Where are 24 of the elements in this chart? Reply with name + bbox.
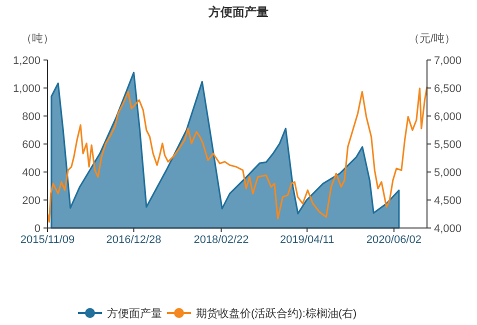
y2-tick-label: 6,500 [434, 83, 462, 95]
y-tick-label: 800 [22, 111, 40, 123]
y2-tick-label: 5,000 [434, 167, 462, 179]
x-tick-label: 2020/06/02 [366, 234, 422, 246]
x-tick-label: 2018/02/22 [194, 234, 249, 246]
x-tick-label: 2019/04/11 [280, 234, 334, 246]
chart-title: 方便面产量 [208, 5, 268, 19]
y2-tick-label: 7,000 [434, 55, 462, 67]
y-tick-label: 400 [22, 167, 40, 179]
legend-label: 方便面产量 [107, 307, 162, 320]
y-tick-label: 1,200 [12, 55, 40, 67]
y2-tick-label: 4,500 [434, 195, 462, 207]
legend-label: 期货收盘价(活跃合约):棕榈油(右) [196, 307, 357, 320]
y2-axis-title: （元/吨） [408, 32, 456, 45]
y-tick-label: 1,000 [12, 83, 40, 95]
y-axis-title: （吨） [21, 32, 54, 45]
y2-tick-label: 4,000 [434, 223, 462, 235]
y-tick-label: 600 [22, 139, 40, 151]
y-tick-label: 0 [34, 223, 40, 235]
y2-tick-label: 6,000 [434, 111, 462, 123]
x-tick-label: 2015/11/09 [20, 234, 75, 246]
y-tick-label: 200 [22, 195, 40, 207]
x-tick-label: 2016/12/28 [106, 234, 162, 246]
y2-tick-label: 5,500 [434, 139, 462, 151]
